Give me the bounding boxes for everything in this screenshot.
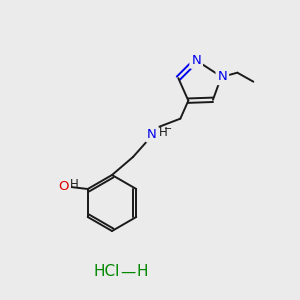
Text: H: H [136,265,148,280]
Text: H: H [159,127,167,140]
Text: N: N [191,54,201,67]
Text: −: − [164,124,172,134]
Text: HCl: HCl [94,265,120,280]
Text: H: H [69,178,78,191]
Text: N: N [147,128,157,140]
Text: N: N [218,70,227,83]
Text: —: — [120,265,136,280]
Text: O: O [58,181,69,194]
